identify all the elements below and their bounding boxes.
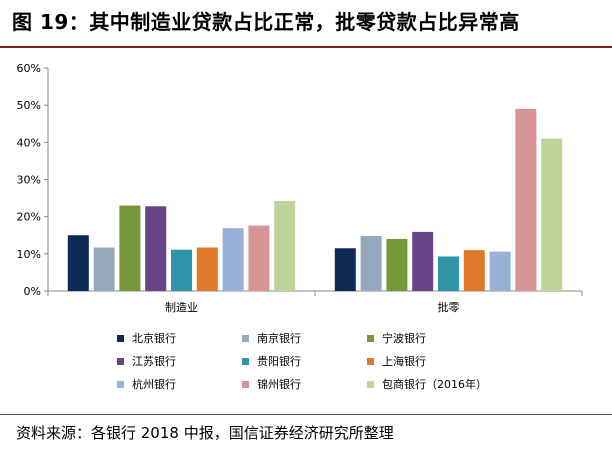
legend-swatch (117, 334, 124, 342)
legend-swatch (242, 334, 249, 342)
bar (438, 256, 459, 291)
y-tick-label: 20% (17, 211, 41, 224)
legend-swatch (242, 380, 249, 388)
legend-item: 江苏银行 (117, 353, 176, 369)
source-note: 资料来源：各银行 2018 中报，国信证券经济研究所整理 (16, 424, 394, 442)
legend-item: 杭州银行 (117, 376, 176, 392)
figure-title: 图 19：其中制造业贷款占比正常，批零贷款占比异常高 (12, 10, 520, 34)
bar (463, 250, 485, 291)
x-tick-label: 批零 (438, 300, 460, 314)
legend-swatch (242, 357, 249, 365)
legend-swatch (367, 334, 374, 342)
legend-swatch (367, 380, 374, 388)
legend-item: 贵阳银行 (242, 353, 301, 369)
legend-item: 锦州银行 (242, 376, 301, 392)
bar (145, 206, 167, 291)
bar (412, 231, 434, 291)
legend-label: 宁波银行 (382, 332, 426, 345)
y-tick-label: 0% (24, 285, 41, 298)
bar (489, 251, 511, 291)
title-divider (0, 46, 612, 48)
bar (171, 249, 192, 291)
footer-divider (0, 414, 612, 415)
y-tick-label: 30% (17, 174, 41, 187)
legend-swatch (117, 357, 124, 365)
legend-item: 南京银行 (242, 330, 301, 346)
bar (196, 247, 218, 291)
bar (67, 235, 89, 291)
bar (541, 138, 563, 291)
y-tick-label: 10% (17, 248, 41, 261)
legend-item: 上海银行 (367, 353, 426, 369)
legend-swatch (117, 380, 124, 388)
legend-label: 江苏银行 (132, 355, 176, 368)
bar (93, 247, 115, 291)
legend-label: 包商银行（2016年） (382, 378, 487, 391)
bar (119, 205, 141, 291)
x-tick-label: 制造业 (165, 300, 198, 314)
bar (386, 238, 408, 291)
y-tick-label: 50% (17, 99, 41, 112)
legend-label: 上海银行 (382, 355, 426, 368)
y-tick-label: 60% (17, 62, 41, 75)
legend-label: 北京银行 (132, 332, 176, 345)
legend-label: 锦州银行 (257, 378, 301, 391)
legend-label: 贵阳银行 (257, 355, 301, 368)
legend-label: 南京银行 (257, 332, 301, 345)
bar (274, 201, 296, 291)
legend-item: 北京银行 (117, 330, 176, 346)
y-tick-label: 40% (17, 136, 41, 149)
legend-item: 宁波银行 (367, 330, 426, 346)
legend-label: 杭州银行 (132, 378, 176, 391)
legend-item: 包商银行（2016年） (367, 376, 487, 392)
bar (334, 248, 356, 291)
bar (515, 108, 537, 291)
bar (222, 228, 244, 291)
bar (248, 225, 270, 291)
bar (360, 235, 382, 291)
legend-swatch (367, 357, 374, 365)
